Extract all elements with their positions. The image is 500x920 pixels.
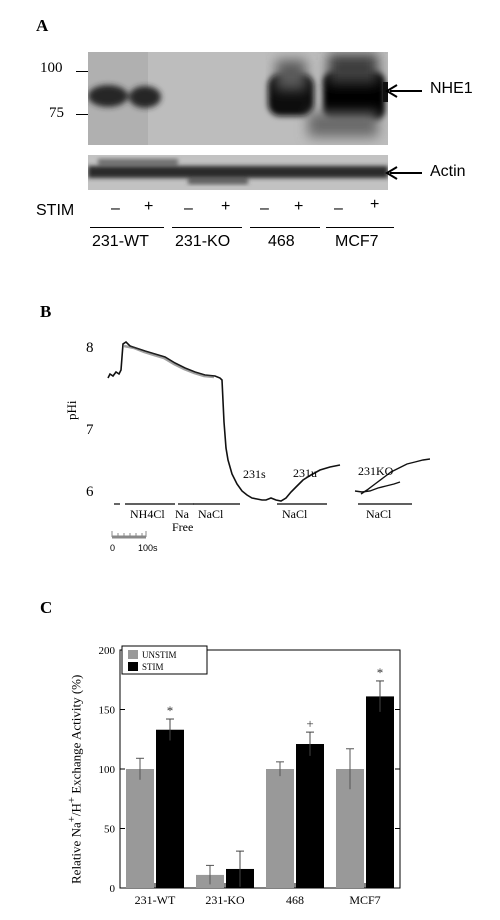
- x-tick-label-468: 468: [286, 893, 304, 907]
- group-line-231ko: [172, 227, 242, 228]
- nhe1-label: NHE1: [430, 80, 473, 97]
- nhe1-arrow-icon: [385, 84, 398, 98]
- significance-mark-MCF7: *: [377, 665, 384, 680]
- legend-swatch-unstim: [128, 650, 138, 659]
- nhe1-blot: [88, 52, 388, 145]
- cell-line-231ko: 231-KO: [175, 233, 231, 250]
- condition-na: Na: [175, 507, 189, 521]
- nhe1-arrow-line: [390, 90, 422, 92]
- cell-line-mcf7: MCF7: [335, 233, 379, 250]
- bar-unstim-468: [266, 769, 294, 888]
- x-tick-label-MCF7: MCF7: [349, 893, 380, 907]
- actin-arrow-icon: [385, 166, 398, 180]
- marker-100: 100: [40, 60, 63, 76]
- bar-stim-468: [296, 744, 324, 888]
- chart-axes: [119, 649, 401, 889]
- chart-labels: 0 50 100 150 200 231-WT * 231-KO 468 + MCF7 *: [99, 645, 384, 907]
- trace-label-231s: 231s: [243, 467, 266, 481]
- group-line-468: [250, 227, 320, 228]
- y-tick-label-50: 50: [104, 824, 116, 836]
- cell-line-231wt: 231-WT: [92, 233, 149, 250]
- condition-nacl-2: NaCl: [282, 507, 308, 521]
- stim-sign-5: –: [260, 200, 269, 217]
- condition-nacl-1: NaCl: [198, 507, 224, 521]
- significance-mark-468: +: [306, 716, 313, 731]
- scale-start: 0: [110, 543, 116, 553]
- group-line-231wt: [90, 227, 164, 228]
- panel-c-letter: C: [40, 598, 53, 617]
- y-tick-label-100: 100: [99, 764, 116, 776]
- trace-231s: [107, 340, 341, 502]
- bar-stim-MCF7: [366, 696, 394, 888]
- phi-tick-6: 6: [86, 484, 94, 500]
- marker-100-tick: [76, 71, 90, 72]
- condition-free: Free: [172, 520, 194, 534]
- actin-blot: [88, 155, 388, 190]
- stim-label: STIM: [36, 202, 75, 219]
- actin-arrow-line: [390, 172, 422, 174]
- legend-label-unstim: UNSTIM: [142, 650, 177, 660]
- x-tick-label-231-KO: 231-KO: [205, 893, 245, 907]
- marker-75-tick: [76, 114, 90, 115]
- group-line-mcf7: [326, 227, 394, 228]
- chart-bars: [126, 680, 394, 888]
- scale-end: 100s: [138, 543, 158, 553]
- stim-sign-1: –: [111, 200, 120, 217]
- stim-sign-2: +: [144, 198, 154, 215]
- significance-mark-231-WT: *: [167, 703, 174, 718]
- y-tick-label-150: 150: [99, 705, 116, 717]
- stim-sign-7: –: [334, 200, 343, 217]
- phi-axis-label: pHi: [64, 400, 79, 421]
- panel-a-letter: A: [36, 16, 49, 35]
- cell-line-468: 468: [268, 233, 295, 250]
- phi-traces: [107, 340, 430, 539]
- bar-unstim-231-WT: [126, 769, 154, 888]
- phi-tick-7: 7: [86, 422, 94, 438]
- x-tick-label-231-WT: 231-WT: [135, 893, 176, 907]
- actin-label: Actin: [430, 163, 466, 180]
- condition-nh4cl: NH4Cl: [130, 507, 165, 521]
- y-tick-label-0: 0: [110, 883, 116, 895]
- trace-label-231ko: 231KO: [358, 464, 394, 478]
- bar-stim-231-WT: [156, 729, 184, 888]
- stim-sign-3: –: [184, 200, 193, 217]
- activity-bar-chart: 0 50 100 150 200 231-WT * 231-KO 468 + MCF7 * UNSTI…: [99, 645, 401, 907]
- panel-b-letter: B: [40, 302, 52, 321]
- stim-sign-6: +: [294, 198, 304, 215]
- trace-231ko: [354, 481, 401, 493]
- legend-label-stim: STIM: [142, 662, 164, 672]
- marker-75: 75: [49, 105, 64, 121]
- trace-label-231u: 231u: [293, 466, 317, 480]
- trace-231u: [360, 458, 430, 495]
- y-tick-label-200: 200: [99, 645, 116, 657]
- phi-tick-8: 8: [86, 340, 94, 356]
- condition-nacl-3: NaCl: [366, 507, 392, 521]
- stim-sign-4: +: [221, 198, 231, 215]
- legend-swatch-stim: [128, 662, 138, 671]
- stim-sign-8: +: [370, 196, 380, 213]
